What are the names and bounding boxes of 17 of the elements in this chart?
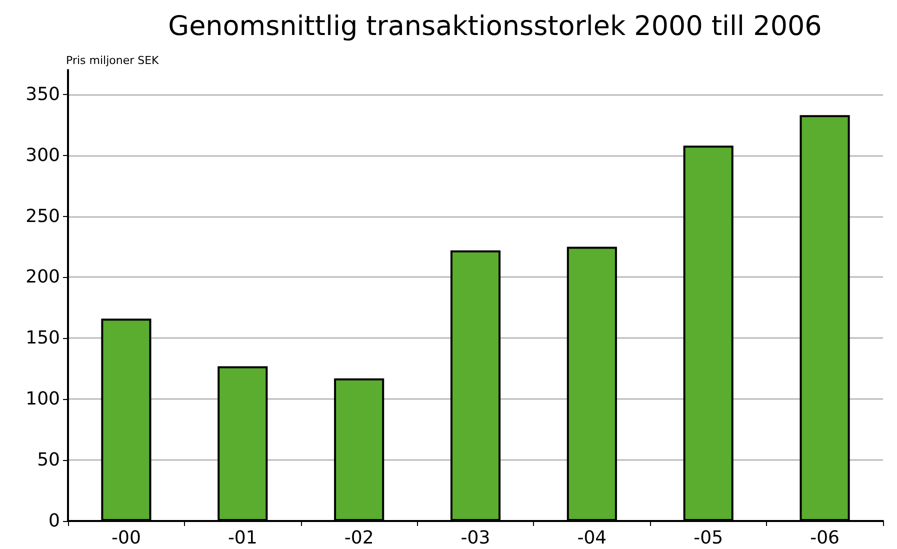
y-tick-label: 0 — [48, 510, 60, 532]
x-tick-label: -00 — [112, 528, 141, 548]
y-tick-label: 150 — [26, 328, 60, 349]
x-tick-label: -02 — [344, 528, 374, 548]
y-tick-label: 350 — [26, 84, 60, 105]
chart-title: Genomsnittlig transaktionsstorlek 2000 till 2006 — [168, 11, 822, 42]
y-tick-label: 200 — [26, 266, 60, 288]
y-tick-label: 300 — [26, 144, 60, 166]
y-tick-label: 250 — [26, 206, 60, 227]
y-tick-label: 100 — [26, 388, 60, 410]
y-axis-title: Pris miljoner SEK — [66, 54, 160, 67]
x-tick-label: -05 — [694, 528, 724, 548]
x-tick-label: -06 — [810, 528, 840, 548]
x-tick-label: -01 — [228, 528, 258, 548]
x-tick-label: -04 — [577, 528, 607, 548]
y-tick-label: 50 — [37, 450, 60, 471]
x-tick-label: -03 — [460, 528, 490, 548]
